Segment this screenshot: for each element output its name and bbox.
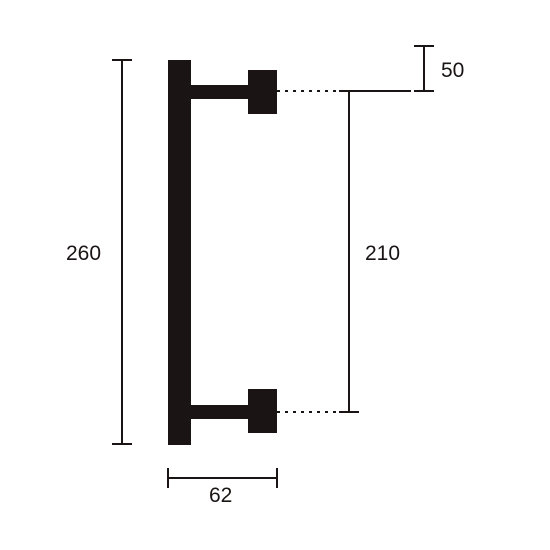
label-260: 260 — [66, 242, 101, 265]
label-62: 62 — [209, 484, 232, 507]
handle-bottom-stem — [191, 405, 248, 419]
handle-top-stem — [191, 85, 248, 99]
label-50: 50 — [441, 59, 464, 82]
handle-bar — [168, 60, 191, 445]
technical-drawing: 260 210 62 50 — [0, 0, 550, 550]
handle-bottom-mount — [248, 389, 277, 433]
handle-top-mount — [248, 70, 277, 114]
label-210: 210 — [365, 242, 400, 265]
